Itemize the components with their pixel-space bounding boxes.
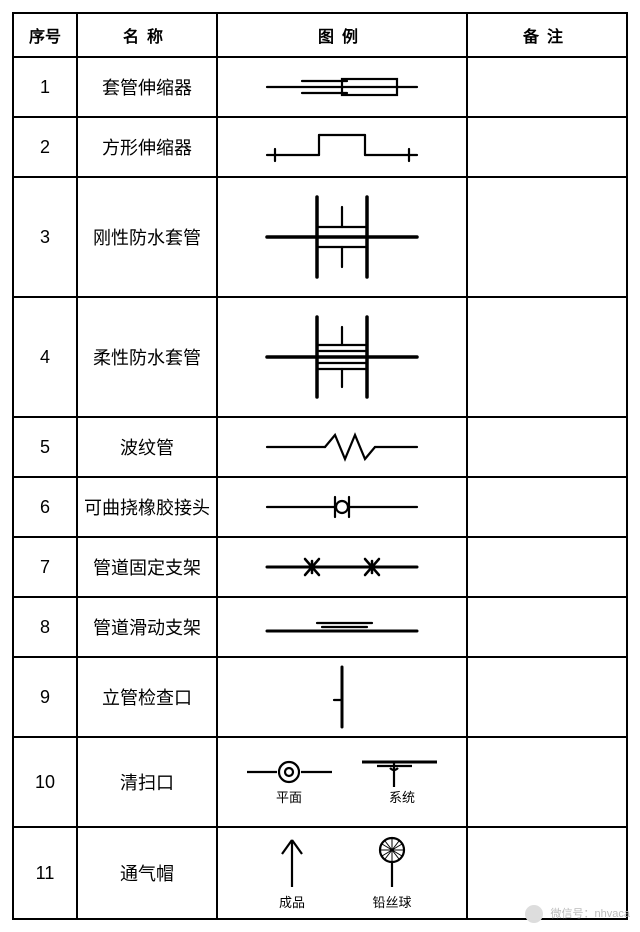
- cell-index: 5: [13, 417, 77, 477]
- cell-symbol: [217, 177, 467, 297]
- cell-symbol: [217, 597, 467, 657]
- header-name: 名称: [77, 13, 217, 57]
- cell-remark: [467, 177, 627, 297]
- cell-remark: [467, 537, 627, 597]
- svg-text:铅丝球: 铅丝球: [372, 895, 411, 910]
- table-row: 10 清扫口 平面 系统: [13, 737, 627, 827]
- svg-text:系统: 系统: [389, 790, 415, 805]
- cell-remark: [467, 657, 627, 737]
- cell-index: 1: [13, 57, 77, 117]
- cell-name: 刚性防水套管: [77, 177, 217, 297]
- cell-symbol: 成品 铅丝球: [217, 827, 467, 919]
- table-row: 3 刚性防水套管: [13, 177, 627, 297]
- table-row: 6 可曲挠橡胶接头: [13, 477, 627, 537]
- table-row: 9 立管检查口: [13, 657, 627, 737]
- cell-remark: [467, 737, 627, 827]
- cell-index: 9: [13, 657, 77, 737]
- table-row: 4 柔性防水套管: [13, 297, 627, 417]
- svg-text:平面: 平面: [276, 790, 302, 805]
- cell-remark: [467, 57, 627, 117]
- cell-name: 波纹管: [77, 417, 217, 477]
- cell-name: 方形伸缩器: [77, 117, 217, 177]
- header-row: 序号 名称 图例 备注: [13, 13, 627, 57]
- cell-index: 7: [13, 537, 77, 597]
- cell-symbol: [217, 417, 467, 477]
- cell-index: 11: [13, 827, 77, 919]
- cell-index: 10: [13, 737, 77, 827]
- table-row: 7 管道固定支架: [13, 537, 627, 597]
- header-remark: 备注: [467, 13, 627, 57]
- header-symbol: 图例: [217, 13, 467, 57]
- cell-symbol: [217, 297, 467, 417]
- wechat-icon: [525, 905, 543, 923]
- cell-index: 2: [13, 117, 77, 177]
- cell-index: 4: [13, 297, 77, 417]
- legend-table: 序号 名称 图例 备注 1 套管伸缩器 2 方形伸缩器 3 刚性防水套管: [12, 12, 628, 920]
- cell-name: 管道固定支架: [77, 537, 217, 597]
- table-row: 5 波纹管: [13, 417, 627, 477]
- table-row: 2 方形伸缩器: [13, 117, 627, 177]
- cell-symbol: [217, 477, 467, 537]
- cell-name: 柔性防水套管: [77, 297, 217, 417]
- cell-index: 8: [13, 597, 77, 657]
- cell-symbol: 平面 系统: [217, 737, 467, 827]
- cell-symbol: [217, 57, 467, 117]
- cell-name: 立管检查口: [77, 657, 217, 737]
- cell-name: 套管伸缩器: [77, 57, 217, 117]
- table-row: 8 管道滑动支架: [13, 597, 627, 657]
- table-row: 1 套管伸缩器: [13, 57, 627, 117]
- cell-symbol: [217, 657, 467, 737]
- cell-index: 3: [13, 177, 77, 297]
- cell-remark: [467, 477, 627, 537]
- cell-symbol: [217, 537, 467, 597]
- cell-index: 6: [13, 477, 77, 537]
- cell-remark: [467, 417, 627, 477]
- svg-text:成品: 成品: [279, 895, 305, 910]
- cell-name: 管道滑动支架: [77, 597, 217, 657]
- cell-name: 通气帽: [77, 827, 217, 919]
- watermark: 微信号：nhvaca: [525, 905, 630, 923]
- cell-name: 清扫口: [77, 737, 217, 827]
- cell-remark: [467, 597, 627, 657]
- cell-remark: [467, 117, 627, 177]
- header-index: 序号: [13, 13, 77, 57]
- cell-name: 可曲挠橡胶接头: [77, 477, 217, 537]
- cell-remark: [467, 297, 627, 417]
- cell-symbol: [217, 117, 467, 177]
- watermark-text: 微信号：nhvaca: [551, 908, 630, 920]
